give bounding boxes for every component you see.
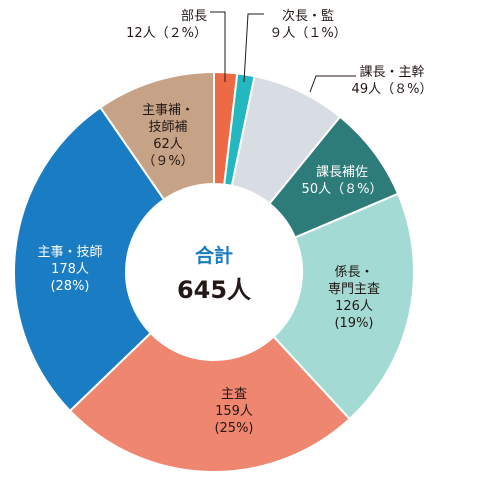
slice-label-line: 課長補佐 — [316, 164, 368, 180]
slice-label-line: 専門主査 — [328, 282, 380, 297]
slice-label-line: 12人（２%） — [126, 26, 207, 41]
leader-line-0 — [210, 11, 226, 82]
slice-label-line: 159人 — [215, 404, 253, 419]
slice-label-1: 次長・監 ９人（１%） — [269, 8, 346, 41]
slice-label-line: 主査 — [221, 387, 247, 402]
slice-label-line: (19%) — [334, 316, 373, 331]
slice-label-line: 49人（８%） — [352, 82, 433, 97]
slice-label-7: 主事補・技師補 62人 （９%） — [142, 103, 194, 169]
slice-label-line: 次長・監 — [282, 8, 334, 24]
slice-label-line: （９%） — [142, 154, 193, 169]
slice-label-line: 主事補・ — [142, 103, 194, 118]
slice-label-line: 課長・主幹 — [359, 64, 424, 80]
slice-label-0: 部長 12人（２%） — [126, 9, 207, 41]
slice-label-line: 62人 — [153, 137, 183, 152]
chart-center: 合計 645人 — [177, 244, 251, 304]
slice-4 — [272, 192, 415, 421]
slice-6 — [13, 105, 166, 413]
slice-label-6: 主事・技師 178人 (28%) — [37, 245, 102, 294]
slice-label-line: 係長・ — [334, 265, 373, 280]
slice-label-4: 係長・専門主査 126人 (19%) — [328, 265, 380, 331]
center-title: 合計 — [195, 244, 233, 267]
slice-label-line: (28%) — [50, 279, 89, 294]
center-total: 645人 — [177, 276, 251, 304]
slice-label-2: 課長・主幹 49人（８%） — [352, 64, 433, 97]
slice-5 — [68, 331, 352, 473]
slice-label-line: 178人 — [51, 262, 89, 277]
slice-label-line: 部長 — [181, 9, 207, 24]
slice-label-5: 主査 159人 (25%) — [214, 387, 253, 436]
chart-slices — [13, 70, 415, 473]
leader-lines — [210, 11, 356, 93]
slice-label-line: 126人 — [335, 299, 373, 314]
slice-label-line: ９人（１%） — [269, 26, 346, 41]
slice-label-line: (25%) — [214, 421, 253, 436]
slice-label-line: 主事・技師 — [37, 245, 102, 260]
slice-labels: 部長 12人（２%） 次長・監 ９人（１%） 課長・主幹 49人（８%） 課長補佐 50人（８… — [37, 8, 432, 436]
leader-line-1 — [243, 13, 264, 83]
slice-label-3: 課長補佐 50人（８%） — [302, 164, 383, 197]
slice-7 — [99, 70, 215, 201]
slice-label-line: 技師補 — [148, 120, 187, 135]
slice-label-line: 50人（８%） — [302, 182, 383, 197]
leader-line-2 — [309, 75, 356, 93]
